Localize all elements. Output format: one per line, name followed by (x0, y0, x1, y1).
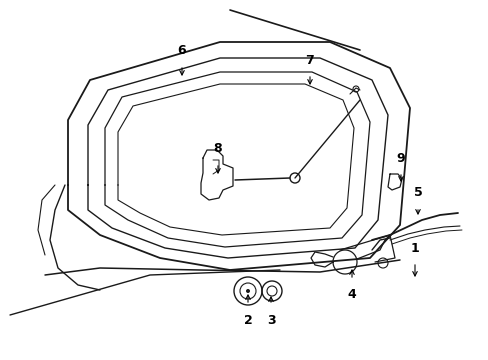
Text: 6: 6 (177, 44, 186, 57)
Text: 8: 8 (213, 141, 222, 154)
Text: 2: 2 (243, 314, 252, 327)
Circle shape (245, 289, 249, 293)
Text: 5: 5 (413, 185, 422, 198)
Text: 7: 7 (305, 54, 314, 67)
Text: 1: 1 (410, 242, 419, 255)
Text: 9: 9 (396, 152, 405, 165)
Text: 4: 4 (347, 288, 356, 302)
Text: 3: 3 (266, 314, 275, 327)
